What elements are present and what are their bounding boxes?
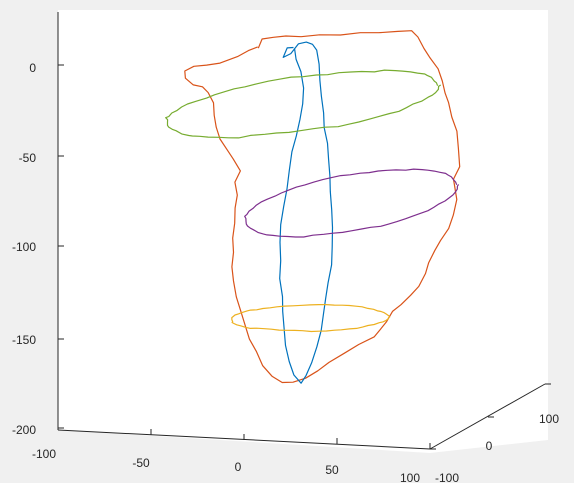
- y-tick-label: 100: [539, 412, 559, 426]
- z-tick-label: -200: [12, 423, 36, 437]
- x-tick-label: 100: [400, 471, 420, 483]
- series-layer: [165, 30, 461, 384]
- x-tick-label: 50: [325, 463, 339, 477]
- axes-background: [58, 10, 548, 453]
- z-tick-label: 0: [29, 61, 36, 75]
- series-line-blue: [279, 41, 334, 384]
- axis-lines: [57, 12, 551, 450]
- series-line-orange: [184, 30, 461, 384]
- series-line-yellow: [231, 304, 391, 333]
- series-line-green: [165, 69, 442, 139]
- x-tick-label: 0: [235, 460, 242, 474]
- y-axis-line: [429, 383, 546, 450]
- z-tick-label: -150: [12, 333, 36, 347]
- y-tick-label: -100: [435, 471, 459, 483]
- x-tick-label: -100: [32, 447, 56, 461]
- series-line-purple: [244, 168, 460, 238]
- y-tick-label: 0: [486, 439, 493, 453]
- z-tick-label: -100: [12, 240, 36, 254]
- x-tick-label: -50: [132, 456, 150, 470]
- z-tick-label: -50: [19, 151, 37, 165]
